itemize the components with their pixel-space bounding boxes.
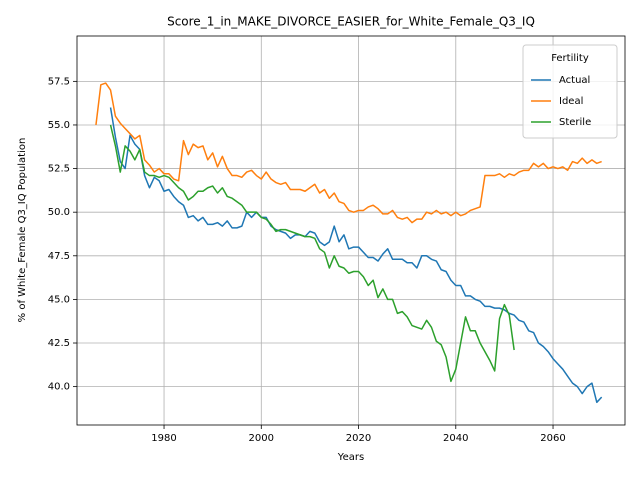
y-tick-label: 52.5	[48, 164, 70, 175]
y-tick-label: 57.5	[48, 76, 70, 87]
series-line	[95, 82, 602, 224]
series-line	[109, 107, 603, 404]
y-tick-label: 40.0	[48, 382, 70, 393]
legend-title: Fertility	[551, 53, 589, 64]
y-tick-label: 55.0	[48, 120, 70, 131]
series-line	[109, 124, 515, 383]
legend-label: Actual	[559, 75, 590, 86]
y-tick-label: 42.5	[48, 338, 70, 349]
legend-label: Sterile	[559, 117, 591, 128]
x-tick-label: 1980	[151, 433, 176, 444]
legend-box	[522, 44, 618, 139]
x-tick-label: 2000	[249, 433, 274, 444]
x-tick-label: 2060	[540, 433, 565, 444]
y-tick-label: 47.5	[48, 251, 70, 262]
x-tick-label: 2020	[346, 433, 371, 444]
legend-label: Ideal	[559, 96, 583, 107]
y-axis-label: % of White_Female Q3_IQ Population	[17, 138, 28, 323]
chart-title: Score_1_in_MAKE_DIVORCE_EASIER_for_White…	[167, 15, 535, 29]
x-axis-label: Years	[337, 452, 364, 463]
y-tick-label: 45.0	[48, 294, 70, 305]
legend: Fertility Actual Ideal Sterile	[522, 44, 618, 139]
y-tick-label: 50.0	[48, 207, 70, 218]
plot-frame	[76, 35, 626, 426]
x-tick-label: 2040	[443, 433, 468, 444]
